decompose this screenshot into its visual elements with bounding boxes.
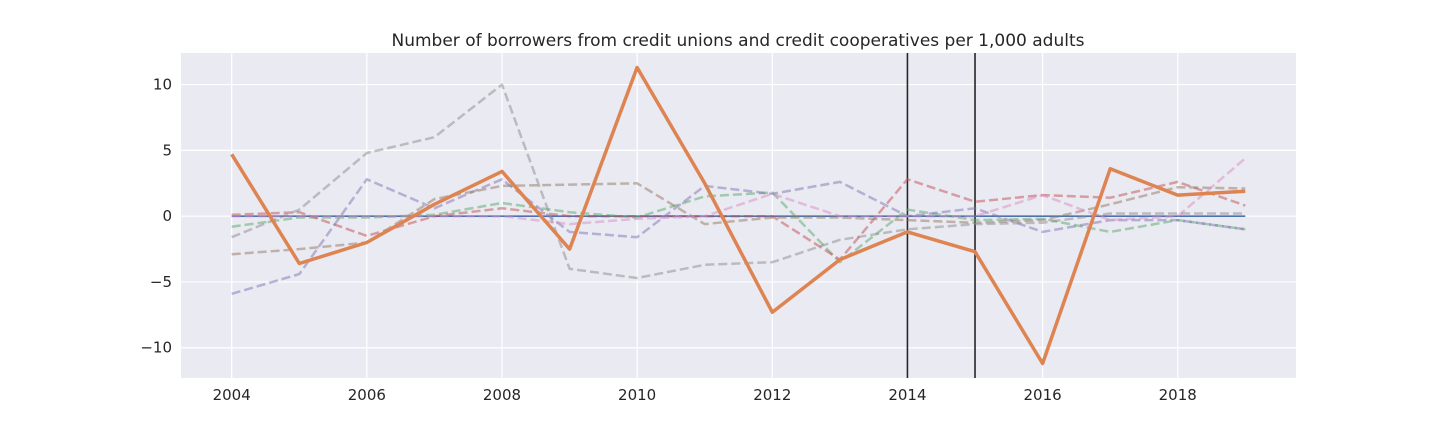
x-tick-label: 2016 [1023, 386, 1061, 404]
y-axis-ticks: 10 5 0 −5 −10 [140, 76, 172, 357]
x-tick-label: 2018 [1159, 386, 1197, 404]
y-tick-label: 10 [153, 76, 172, 94]
y-tick-label: −10 [140, 339, 172, 357]
x-tick-label: 2012 [753, 386, 791, 404]
series-line-5 [231, 182, 1246, 256]
y-tick-label: 5 [162, 141, 172, 159]
x-tick-label: 2008 [483, 386, 521, 404]
series-line-4 [231, 178, 1246, 296]
series-line-1 [230, 65, 1246, 366]
x-tick-label: 2010 [618, 386, 656, 404]
chart-title: Number of borrowers from credit unions a… [392, 31, 1085, 51]
series-lines [230, 65, 1247, 366]
series-line-3 [231, 178, 1246, 261]
series-line-2 [231, 191, 1246, 264]
y-tick-label: −5 [150, 273, 172, 291]
series-line-6 [231, 157, 1247, 226]
x-axis-ticks: 2004 2006 2008 2010 2012 2014 2016 2018 [213, 386, 1197, 404]
y-tick-label: 0 [162, 207, 172, 225]
series-line-7 [231, 83, 1246, 280]
x-tick-label: 2006 [348, 386, 386, 404]
x-tick-label: 2004 [213, 386, 251, 404]
x-tick-label: 2014 [888, 386, 926, 404]
